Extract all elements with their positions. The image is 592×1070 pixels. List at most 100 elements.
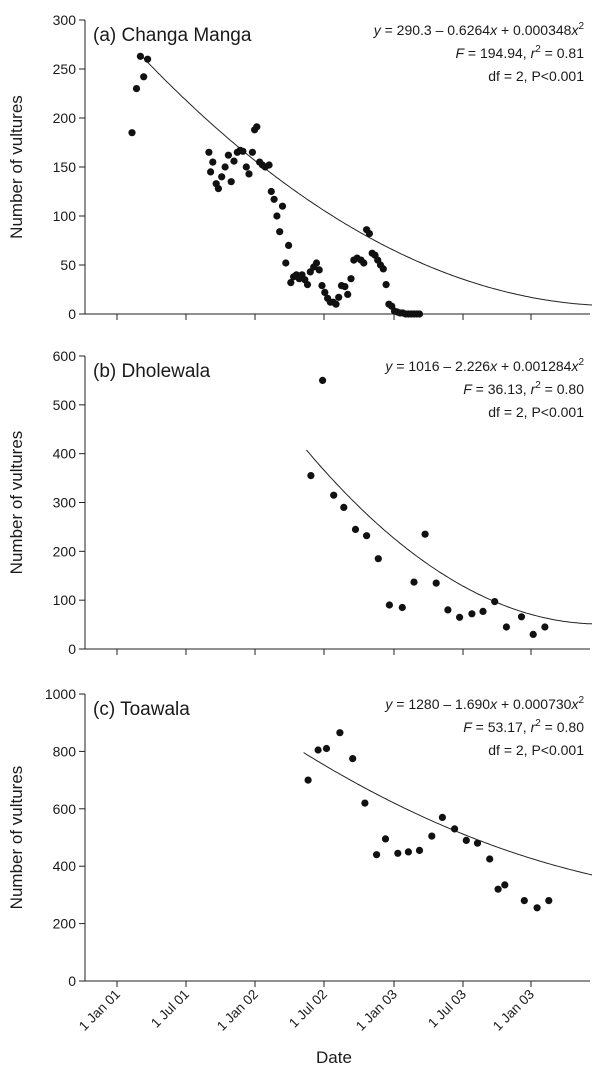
fit-statistics: F = 53.17, r2 = 0.80: [463, 718, 584, 735]
x-axis-title: Date: [316, 1048, 352, 1067]
y-tick-label: 1000: [45, 686, 76, 702]
data-point: [410, 578, 418, 586]
data-point: [344, 290, 352, 298]
data-point: [267, 187, 275, 196]
y-tick-label: 100: [53, 208, 77, 224]
data-point: [351, 525, 360, 534]
data-point: [349, 755, 357, 763]
data-point: [520, 897, 528, 905]
y-tick-label: 0: [68, 641, 76, 657]
data-point: [209, 158, 217, 166]
data-point: [347, 275, 355, 283]
data-point: [432, 579, 440, 587]
data-point: [341, 283, 349, 291]
data-point: [332, 300, 340, 308]
data-point: [144, 55, 152, 63]
y-tick-label: 0: [68, 973, 76, 989]
data-point: [361, 799, 369, 807]
x-axis-group: 1 Jan 01 1 Jul 01 1 Jan 02 1 Jul 02 1 Jan 03…: [76, 987, 537, 1067]
data-point: [230, 157, 238, 165]
regression-equation: y = 290.3 – 0.6264x + 0.000348x2: [373, 21, 585, 38]
data-point: [479, 607, 487, 616]
y-tick-label: 0: [68, 306, 76, 322]
data-point: [140, 73, 148, 81]
data-point: [404, 848, 412, 856]
data-point: [321, 288, 329, 296]
data-point: [330, 491, 338, 499]
panel-label: (b) Dholewala: [93, 361, 211, 382]
data-point: [415, 846, 424, 855]
data-point: [224, 151, 232, 159]
y-tick-label: 150: [53, 159, 77, 175]
df-pvalue: df = 2, P<0.001: [488, 742, 584, 758]
data-point: [318, 282, 326, 290]
data-point: [545, 897, 553, 905]
x-tick-label: 1 Jul 02: [286, 987, 330, 1031]
data-point: [248, 148, 256, 156]
data-point: [304, 776, 312, 784]
data-point: [456, 613, 464, 621]
y-tick-label: 500: [53, 397, 77, 413]
data-point: [360, 259, 368, 267]
x-tick-label: 1 Jan 02: [214, 987, 261, 1034]
regression-equation: y = 1280 – 1.690x + 0.000730x2: [384, 695, 584, 712]
x-tick-label: 1 Jan 01: [76, 987, 123, 1034]
panel-1: 0 50 100 150 200 250 300 Number of vultures (a) …: [7, 12, 592, 322]
data-point: [529, 630, 537, 639]
data-point: [314, 746, 322, 754]
data-point: [322, 744, 331, 753]
y-tick-label: 300: [53, 12, 77, 28]
x-ticks-group: 1 Jan 01 1 Jul 01 1 Jan 02 1 Jul 02 1 Jan 03…: [76, 987, 537, 1034]
x-tick-label: 1 Jan 03: [353, 987, 400, 1034]
panel-label: (c) Toawala: [93, 699, 190, 720]
data-point: [253, 123, 261, 131]
y-tick-label: 200: [53, 110, 77, 126]
fitted-curve: [303, 752, 592, 876]
data-point: [451, 825, 459, 833]
data-point: [533, 904, 541, 912]
data-point: [227, 178, 235, 186]
data-point: [128, 129, 136, 137]
data-point: [373, 851, 381, 859]
data-point: [136, 52, 144, 60]
data-point: [218, 173, 226, 181]
data-point: [287, 279, 295, 287]
fit-statistics: F = 194.94, r2 = 0.81: [455, 44, 584, 61]
data-point: [285, 241, 293, 249]
data-point: [239, 147, 247, 155]
data-point: [273, 212, 281, 220]
y-axis-title: Number of vultures: [7, 766, 26, 910]
y-tick-label: 400: [53, 858, 77, 874]
data-point: [421, 530, 429, 538]
data-point: [374, 555, 382, 563]
data-point: [491, 598, 499, 606]
y-tick-label: 600: [53, 801, 77, 817]
data-point: [214, 185, 222, 193]
data-point: [365, 230, 373, 238]
data-point: [385, 601, 393, 609]
df-pvalue: df = 2, P<0.001: [488, 68, 584, 84]
data-point: [541, 623, 549, 631]
x-tick-label: 1 Jul 03: [425, 987, 469, 1031]
data-point: [438, 813, 446, 822]
data-point: [501, 881, 509, 889]
x-tick-label: 1 Jul 01: [148, 987, 192, 1031]
data-point: [398, 603, 406, 612]
data-point: [363, 532, 371, 540]
data-point: [312, 259, 321, 267]
data-point: [307, 472, 315, 480]
fitted-curve: [140, 54, 592, 306]
data-point: [415, 310, 424, 318]
panel-label: (a) Changa Manga: [93, 25, 252, 46]
data-point: [242, 163, 250, 171]
data-point: [473, 839, 482, 847]
y-axis-title: Number of vultures: [7, 95, 26, 239]
data-point: [468, 610, 476, 618]
data-point: [486, 855, 494, 863]
data-point: [379, 265, 387, 273]
panel-2: 0 100 200 300 400 500 600 Number of vultures (b)…: [7, 348, 592, 657]
data-point: [276, 228, 284, 236]
data-point: [205, 148, 213, 156]
data-point: [444, 606, 452, 614]
